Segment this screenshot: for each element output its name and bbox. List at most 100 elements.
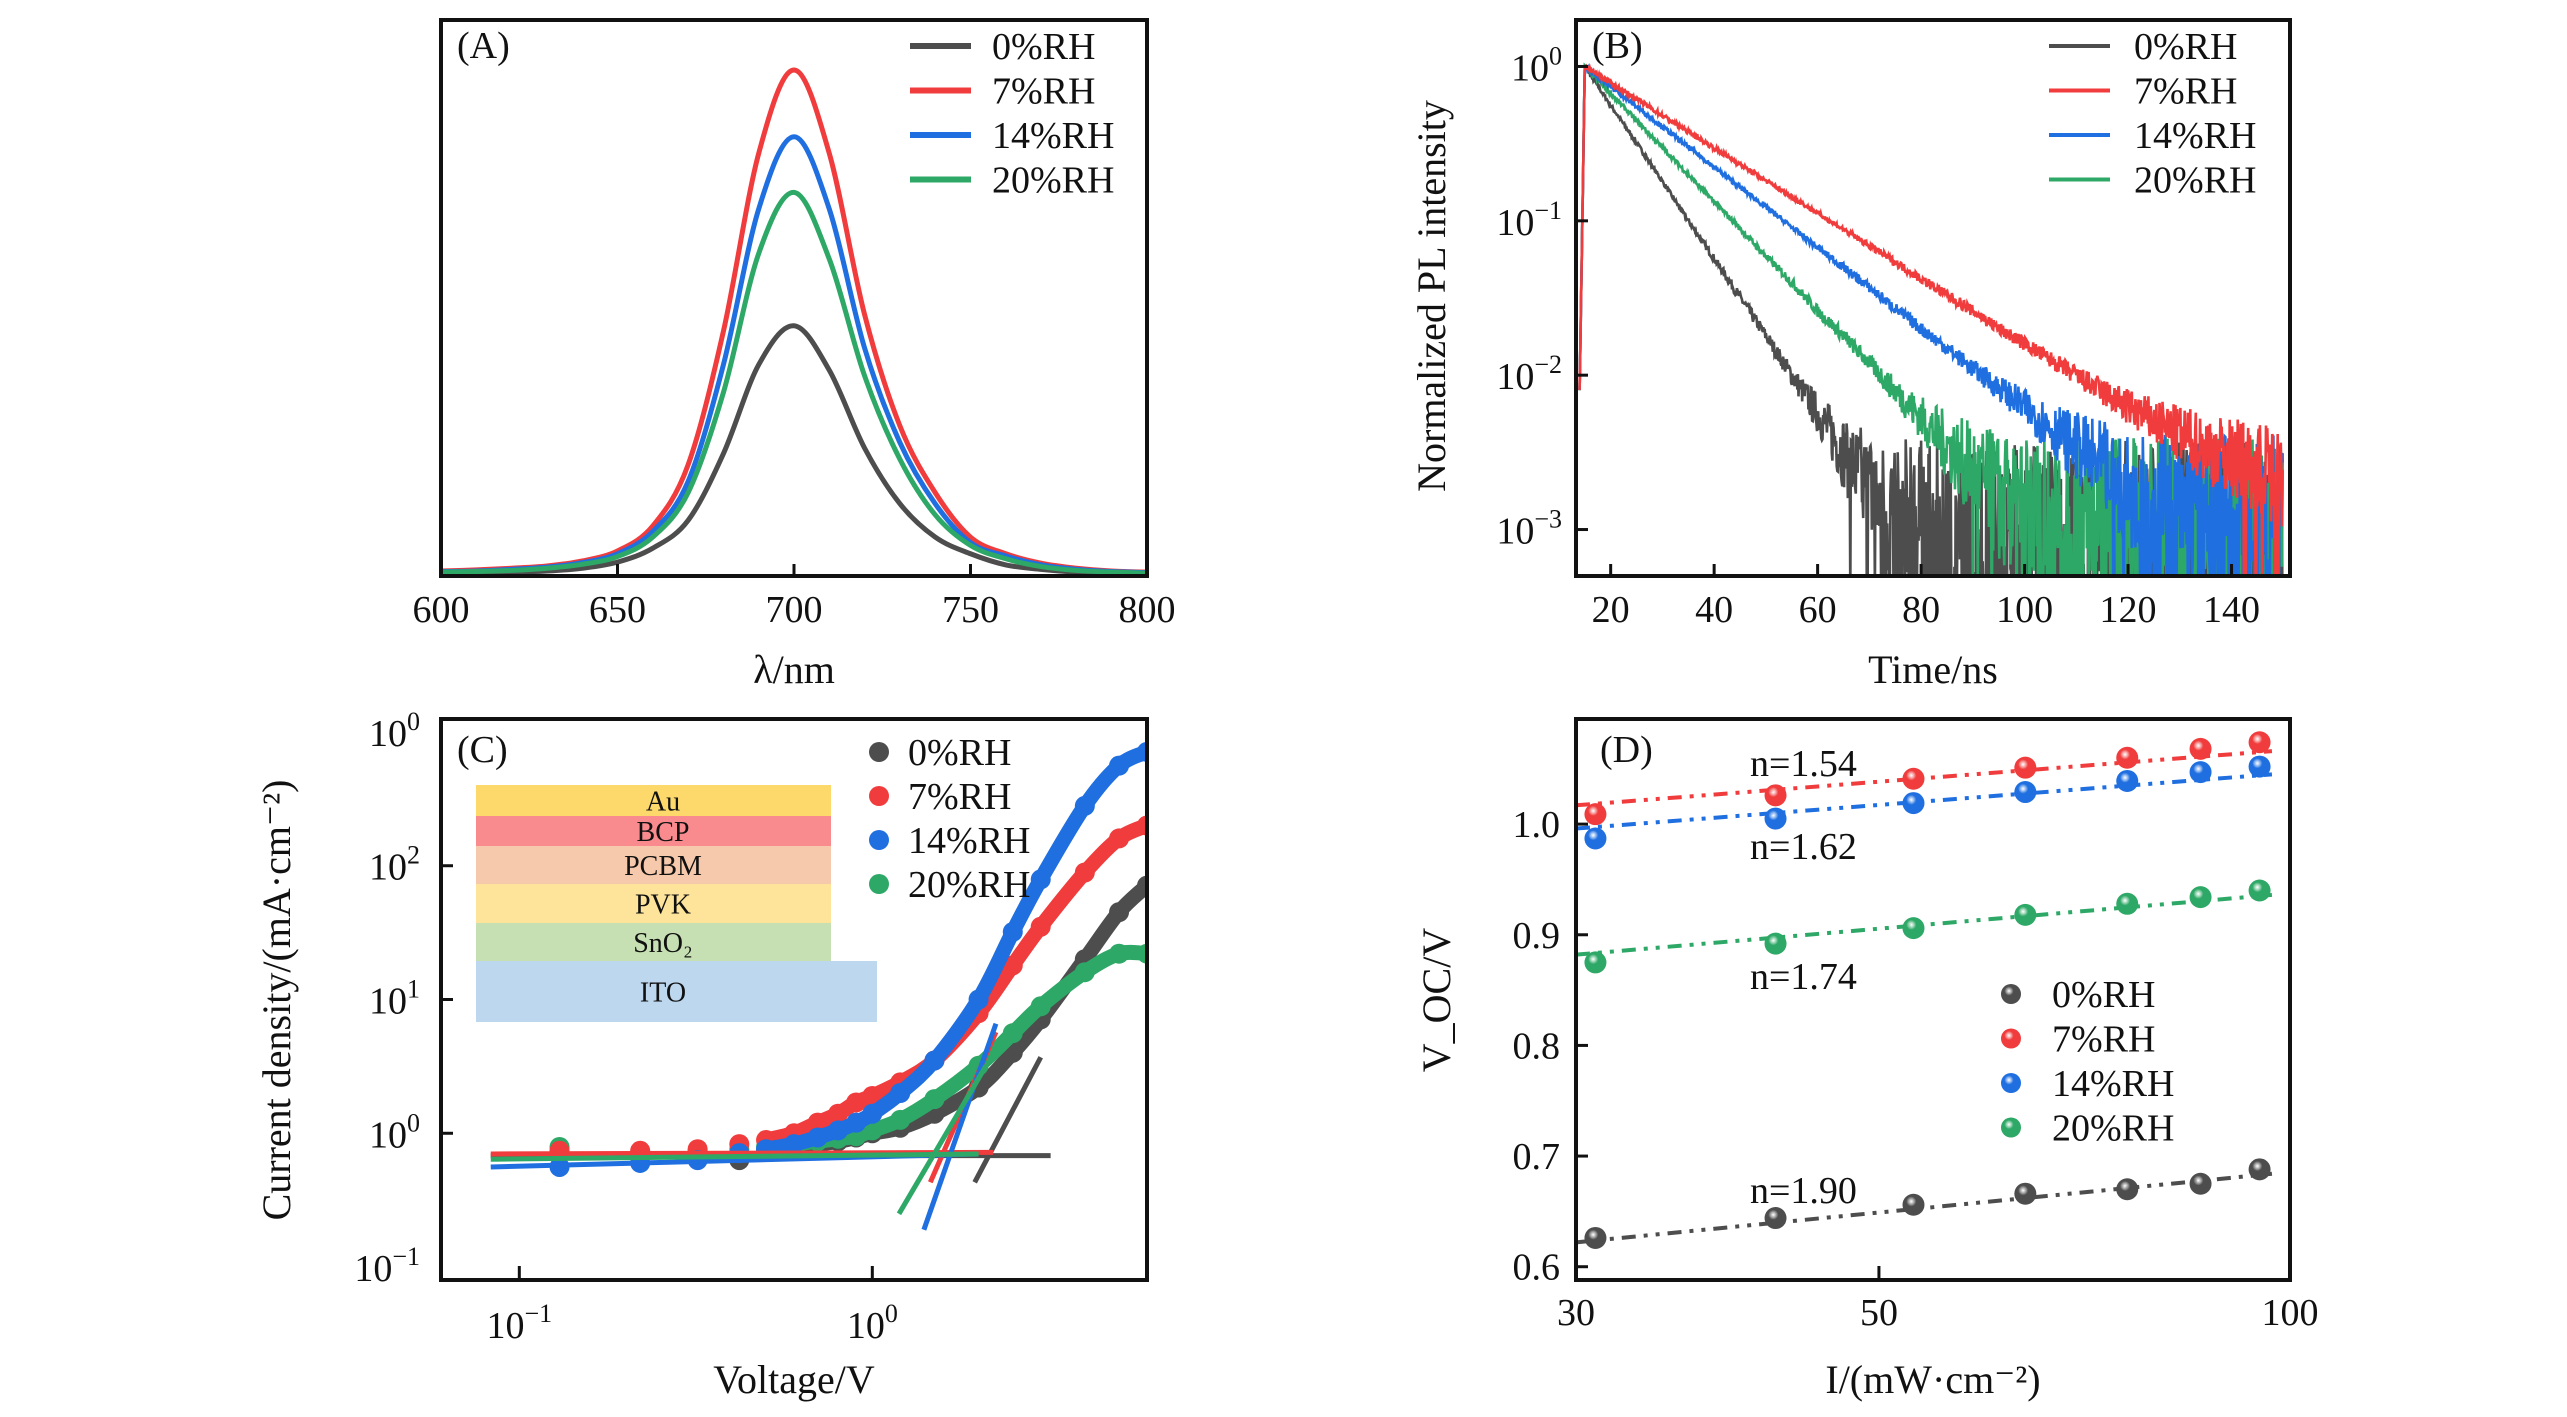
legend-marker (869, 830, 889, 850)
plot-area (1578, 62, 2284, 576)
inset-layer-PVK (476, 884, 831, 923)
data-point-7%RH (846, 1092, 867, 1113)
y-axis-label: Normalized PL intensity (1409, 100, 1454, 492)
data-point-20%RH (2189, 886, 2212, 909)
inset-layer-label: BCP (637, 817, 690, 848)
data-point-20%RH (1584, 951, 1607, 974)
data-point-7%RH (1584, 803, 1607, 826)
data-point-14%RH (924, 1050, 945, 1071)
x-tick-label: 800 (1119, 589, 1176, 631)
data-point-20%RH (1764, 932, 1787, 955)
data-point-0%RH (2248, 1158, 2271, 1181)
data-point-7%RH (1109, 828, 1130, 849)
legend-label: 14%RH (908, 820, 1030, 862)
data-point-14%RH (1002, 921, 1023, 942)
data-point-14%RH (1109, 755, 1130, 776)
fit-line-20%RH (896, 1064, 989, 1216)
data-point-14%RH (1030, 869, 1051, 890)
y-tick-label: 100 (369, 1108, 420, 1156)
legend-label: 14%RH (2134, 115, 2256, 157)
data-point-7%RH (1030, 916, 1051, 937)
x-tick-label: 100 (847, 1299, 898, 1347)
data-point-20%RH (1109, 943, 1130, 964)
inset-layer-SnO₂ (476, 923, 831, 961)
y-tick-label: 0.9 (1513, 915, 1561, 957)
legend-label: 20%RH (2052, 1108, 2174, 1150)
plot-area (1576, 731, 2273, 1249)
data-point-20%RH (1002, 1023, 1023, 1044)
x-tick-label: 650 (589, 589, 646, 631)
y-tick-label: 10−1 (354, 1242, 420, 1290)
legend-label: 7%RH (2052, 1019, 2155, 1061)
legend-label: 20%RH (2134, 160, 2256, 202)
x-tick-label: 40 (1695, 589, 1733, 631)
x-tick-label: 50 (1860, 1292, 1898, 1334)
x-axis-label: Time/ns (1868, 647, 1998, 692)
x-tick-label: 100 (1996, 589, 2053, 631)
series-line-0%RH (441, 323, 1147, 576)
series-line-20%RH (441, 189, 1147, 576)
legend-label: 14%RH (992, 115, 1114, 157)
data-point-0%RH (1137, 875, 1147, 896)
data-point-0%RH (2116, 1178, 2139, 1201)
data-point-20%RH (2116, 892, 2139, 915)
fit-line-0%RH (972, 1056, 1043, 1184)
series-line-7%RH (1578, 62, 2284, 576)
fit-line-0%RH (1576, 1171, 2273, 1245)
plot-area (490, 741, 1147, 1231)
y-tick-label: 100 (369, 707, 420, 755)
panel-label: (D) (1600, 729, 1653, 771)
y-tick-label: 101 (369, 975, 420, 1023)
fit-line-20%RH (490, 1151, 979, 1162)
inset-layer-label: PCBM (624, 851, 702, 882)
data-point-14%RH (862, 1103, 883, 1124)
x-axis-label: Voltage/V (713, 1357, 875, 1402)
ideality-annotation: n=1.54 (1750, 743, 1857, 785)
data-point-14%RH (828, 1120, 849, 1141)
data-point-20%RH (924, 1089, 945, 1110)
inset-layer-label: SnO₂ (633, 928, 693, 959)
data-point-20%RH (2248, 879, 2271, 902)
data-point-14%RH (1584, 827, 1607, 850)
data-point-14%RH (1074, 795, 1095, 816)
data-point-7%RH (1764, 784, 1787, 807)
legend-label: 0%RH (992, 26, 1095, 68)
inset-layer-ITO (476, 961, 877, 1022)
data-point-7%RH (1074, 862, 1095, 883)
legend-marker (2001, 1028, 2021, 1049)
axes-frame (1574, 717, 2292, 1282)
inset-layer-label: Au (646, 787, 680, 818)
x-tick-label: 30 (1557, 1292, 1595, 1334)
data-point-14%RH (784, 1134, 804, 1155)
plot-area (441, 67, 1147, 576)
ideality-annotation: n=1.74 (1750, 956, 1857, 998)
data-point-7%RH (807, 1112, 828, 1133)
y-axis-label: Current density/(mA·cm⁻²) (254, 780, 299, 1221)
data-point-0%RH (1764, 1207, 1787, 1230)
series-line-14%RH (441, 134, 1147, 576)
y-tick-label: 0.6 (1513, 1247, 1561, 1289)
legend-marker (869, 786, 889, 806)
panel-label: (B) (1592, 25, 1643, 67)
data-point-14%RH (846, 1112, 867, 1133)
legend-marker (869, 874, 889, 894)
ideality-annotation: n=1.62 (1750, 826, 1857, 868)
legend-label: 7%RH (992, 71, 1095, 113)
inset-layer-label: ITO (640, 978, 686, 1009)
legend-label: 20%RH (992, 160, 1114, 202)
data-point-7%RH (862, 1085, 883, 1106)
inset-layer-BCP (476, 816, 831, 846)
panel-b: 20 40 60 80 100 120 140 100 10−1 10−2 10−3 Time/ns N… (1409, 18, 2292, 692)
data-point-20%RH (1074, 962, 1095, 983)
data-point-0%RH (2189, 1172, 2212, 1195)
data-point-0%RH (1109, 902, 1130, 923)
series-line-14%RH (1578, 63, 2284, 576)
data-point-0%RH (1584, 1226, 1607, 1249)
x-tick-label: 20 (1592, 589, 1630, 631)
data-point-7%RH (2189, 737, 2212, 760)
legend-label: 0%RH (2134, 26, 2237, 68)
legend-marker (2001, 984, 2021, 1004)
legend-label: 7%RH (2134, 71, 2237, 113)
